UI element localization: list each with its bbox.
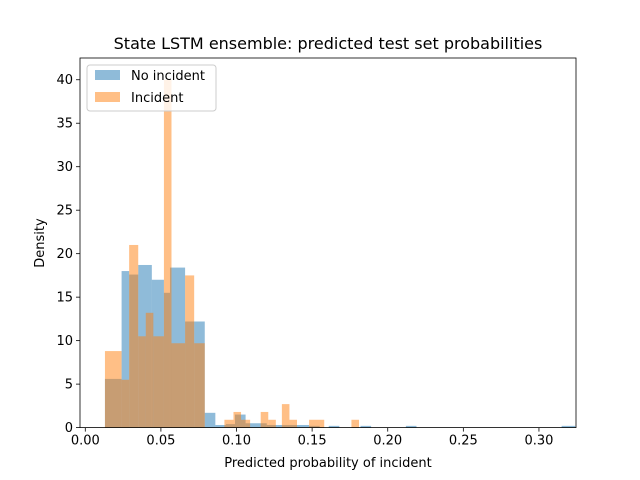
bar-incident — [351, 419, 359, 428]
bar-incident — [129, 244, 139, 428]
bar-incident — [163, 79, 172, 428]
bar-incident — [104, 351, 122, 428]
y-tick-label: 35 — [56, 117, 73, 132]
y-tick-label: 15 — [56, 291, 73, 306]
x-tick-label: 0.00 — [71, 434, 100, 449]
y-tick-label: 20 — [56, 247, 73, 262]
x-tick-label: 0.30 — [524, 434, 553, 449]
plot-frame — [79, 57, 577, 429]
bar-incident — [309, 419, 325, 428]
bar-no-incident — [204, 412, 216, 428]
bar-incident — [194, 343, 205, 428]
bar-incident — [260, 411, 269, 428]
bar-incident — [241, 419, 251, 428]
bar-no-incident — [328, 425, 340, 428]
bar-incident — [289, 419, 297, 428]
y-tick-label: 25 — [56, 204, 73, 219]
bar-no-incident — [245, 423, 267, 428]
legend: No incident Incident — [86, 64, 217, 112]
legend-swatch-no-incident — [95, 70, 120, 80]
bar-no-incident — [215, 424, 226, 428]
bar-no-incident — [360, 425, 372, 428]
y-tick-label: 5 — [65, 378, 73, 393]
y-tick-label: 10 — [56, 334, 73, 349]
x-tick-label: 0.10 — [222, 434, 251, 449]
bar-no-incident — [121, 271, 130, 428]
x-tick-label: 0.25 — [449, 434, 478, 449]
bar-incident — [171, 343, 186, 428]
bars-layer — [104, 79, 576, 428]
y-tick-label: 0 — [65, 421, 73, 436]
x-axis-label: Predicted probability of incident — [224, 456, 432, 471]
bar-incident — [185, 275, 195, 428]
legend-swatch-incident — [95, 92, 120, 102]
x-axis: 0.00 0.05 0.10 0.15 0.20 0.25 0.30 — [71, 427, 553, 449]
bar-incident — [153, 336, 164, 428]
y-tick-label: 30 — [56, 160, 73, 175]
y-tick-label: 40 — [56, 73, 73, 88]
x-tick-label: 0.15 — [298, 434, 327, 449]
bar-incident — [233, 411, 242, 428]
y-axis-label: Density — [33, 218, 48, 268]
legend-label-no-incident: No incident — [131, 69, 205, 84]
bar-incident — [281, 404, 290, 428]
bar-incident — [145, 312, 154, 428]
bar-incident — [121, 379, 130, 428]
chart-title: State LSTM ensemble: predicted test set … — [114, 34, 543, 53]
y-axis: 0 5 10 15 20 25 30 35 40 — [56, 73, 80, 436]
bar-incident — [268, 419, 276, 428]
bar-incident — [224, 419, 234, 428]
series-incident — [104, 79, 359, 428]
bar-no-incident — [405, 425, 417, 428]
x-tick-label: 0.20 — [373, 434, 402, 449]
bar-no-incident — [287, 424, 310, 428]
legend-label-incident: Incident — [131, 91, 183, 106]
bar-incident — [138, 336, 146, 428]
bar-no-incident — [561, 425, 576, 428]
x-tick-label: 0.05 — [146, 434, 175, 449]
